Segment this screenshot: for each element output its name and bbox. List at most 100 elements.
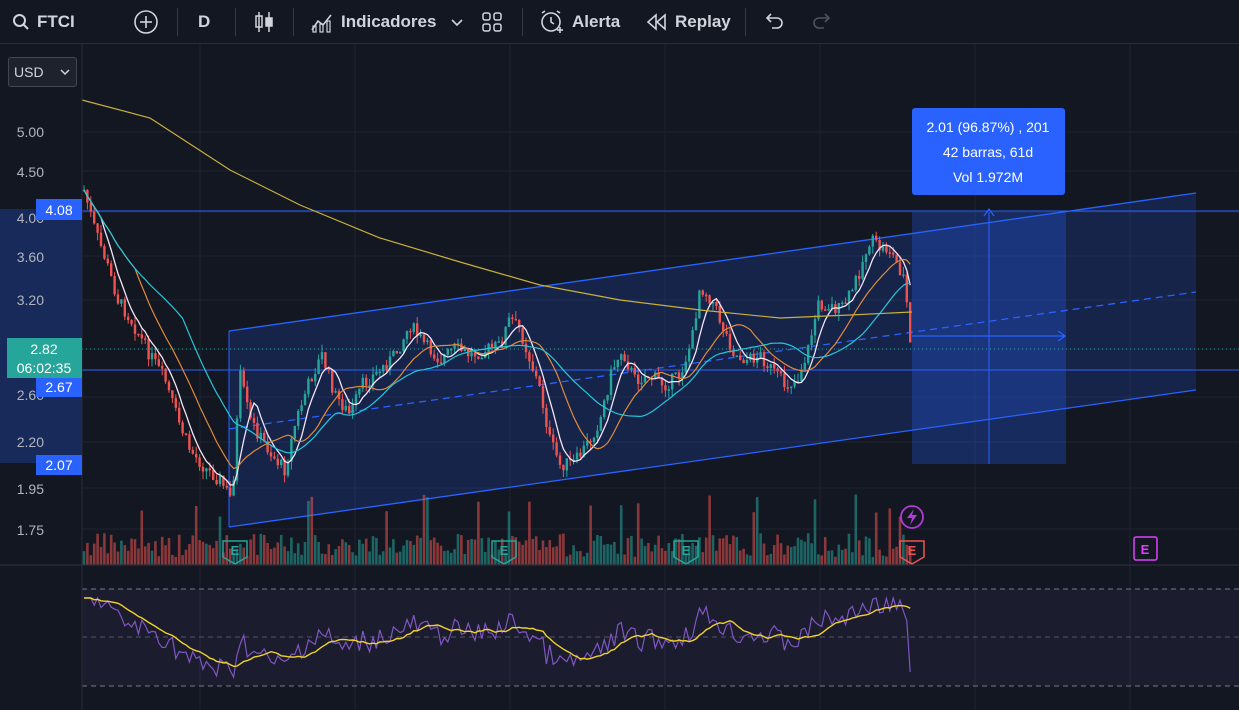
volume-bar bbox=[293, 553, 297, 565]
candle-body bbox=[354, 394, 358, 405]
undo-button[interactable] bbox=[763, 0, 785, 44]
candle-body bbox=[868, 246, 871, 255]
candle-body bbox=[208, 468, 211, 471]
compare-symbol-button[interactable] bbox=[133, 0, 159, 44]
plus-circle-icon bbox=[134, 10, 158, 34]
volume-bar bbox=[827, 550, 830, 565]
candle-body bbox=[599, 417, 602, 431]
price-axis[interactable]: 5.00 4.50 4.00 3.60 3.20 2.60 2.20 1.95 … bbox=[7, 124, 82, 538]
candle-body bbox=[422, 334, 426, 343]
candle-body bbox=[378, 371, 381, 373]
volume-bar bbox=[252, 534, 256, 565]
earnings-marker[interactable]: E bbox=[673, 540, 699, 565]
candle-body bbox=[368, 385, 371, 387]
candle-body bbox=[215, 479, 218, 485]
volume-bar bbox=[725, 535, 728, 565]
ma-line-medium bbox=[83, 189, 911, 470]
volume-bar bbox=[698, 537, 701, 565]
volume-bar bbox=[211, 548, 215, 565]
candle-body bbox=[667, 389, 670, 391]
candle-body bbox=[212, 470, 215, 480]
volume-bar bbox=[188, 544, 191, 565]
chevron-down-icon bbox=[451, 19, 463, 27]
volume-bar bbox=[388, 547, 392, 565]
redo-button[interactable] bbox=[811, 0, 833, 44]
volume-bar bbox=[201, 541, 205, 565]
candle-body bbox=[167, 381, 171, 391]
candle-body bbox=[395, 350, 398, 354]
volume-bar bbox=[208, 544, 212, 565]
redo-icon bbox=[813, 13, 831, 29]
earnings-marker-upcoming[interactable]: E bbox=[899, 540, 925, 565]
candle-body bbox=[470, 352, 473, 357]
volume-bar bbox=[375, 537, 378, 565]
candle-body bbox=[725, 331, 728, 334]
volume-bar bbox=[310, 496, 314, 565]
interval-button[interactable]: D bbox=[198, 0, 210, 44]
earnings-marker[interactable]: E bbox=[491, 540, 517, 565]
volume-bar bbox=[551, 547, 555, 565]
candle-body bbox=[793, 381, 796, 387]
future-earnings-marker[interactable]: E bbox=[1133, 536, 1158, 561]
volume-bar bbox=[116, 551, 120, 565]
candle-body bbox=[225, 485, 228, 488]
volume-bar bbox=[619, 505, 623, 565]
volume-bar bbox=[755, 497, 759, 565]
candle-body bbox=[620, 354, 623, 360]
indicators-dropdown-button[interactable] bbox=[450, 0, 464, 44]
volume-bar bbox=[130, 538, 133, 565]
bar-countdown: 06:02:35 bbox=[17, 360, 72, 376]
currency-selector[interactable]: USD bbox=[8, 57, 77, 87]
candle-body bbox=[715, 302, 718, 306]
volume-bar bbox=[283, 546, 286, 565]
dividend-flash-icon[interactable] bbox=[900, 505, 924, 529]
chevron-down-icon bbox=[60, 69, 70, 76]
alert-button[interactable]: Alerta bbox=[539, 0, 620, 44]
candle-body bbox=[796, 381, 800, 383]
candle-body bbox=[691, 330, 694, 349]
volume-bar bbox=[681, 534, 684, 565]
candle-body bbox=[246, 386, 249, 403]
candle-body bbox=[188, 434, 191, 450]
toolbar-divider bbox=[293, 8, 294, 36]
candle-body bbox=[130, 320, 133, 325]
volume-bar bbox=[96, 533, 99, 565]
volume-bar bbox=[602, 544, 606, 565]
layouts-button[interactable] bbox=[481, 0, 503, 44]
volume-bar bbox=[477, 501, 480, 565]
candle-body bbox=[589, 440, 592, 443]
volume-bar bbox=[711, 535, 715, 565]
chart-type-button[interactable] bbox=[254, 0, 274, 44]
channel-lower-line bbox=[228, 389, 1197, 528]
volume-bar bbox=[137, 548, 140, 565]
symbol-search-button[interactable]: FTCI bbox=[12, 0, 75, 44]
volume-bar bbox=[575, 551, 579, 565]
volume-bar bbox=[273, 547, 276, 565]
volume-bar bbox=[810, 543, 813, 565]
volume-bar bbox=[405, 540, 409, 565]
earnings-marker[interactable]: E bbox=[222, 540, 248, 565]
replay-button[interactable]: Replay bbox=[646, 0, 731, 44]
indicators-button[interactable]: Indicadores bbox=[310, 0, 436, 44]
volume-bar bbox=[307, 500, 310, 565]
candle-body bbox=[235, 418, 239, 481]
candle-body bbox=[548, 427, 551, 435]
candle-body bbox=[637, 374, 640, 384]
alarm-clock-icon bbox=[541, 10, 563, 33]
chart-canvas[interactable]: 2.01 (96.87%) , 201 42 barras, 61d Vol 1… bbox=[0, 44, 1239, 710]
volume-bar bbox=[521, 544, 524, 565]
ma-line-fast bbox=[83, 189, 911, 486]
volume-bar bbox=[147, 542, 150, 565]
candle-body bbox=[310, 378, 313, 382]
volume-bar bbox=[766, 555, 769, 565]
volume-bar bbox=[888, 508, 892, 565]
candle-body bbox=[293, 426, 296, 439]
volume-bar bbox=[106, 553, 110, 565]
rsi-ma-line bbox=[84, 597, 911, 668]
ma-line-slow bbox=[83, 189, 911, 454]
volume-bar bbox=[378, 554, 382, 565]
volume-bar bbox=[470, 539, 473, 565]
candle-body bbox=[759, 352, 762, 358]
volume-bar bbox=[436, 542, 439, 565]
volume-bar bbox=[844, 548, 847, 565]
